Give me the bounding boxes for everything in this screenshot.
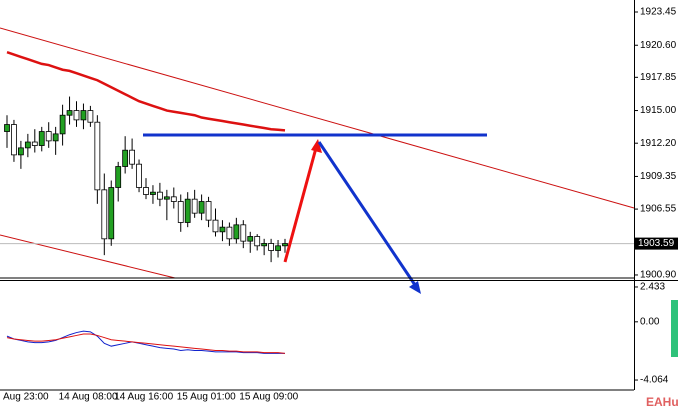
candle-body: [282, 243, 288, 247]
candle-body: [94, 121, 101, 191]
x-tick-label: 14 Aug 08:00: [59, 392, 118, 403]
candle-body: [275, 245, 281, 251]
y-tick-label: 1923.45: [640, 7, 677, 18]
candle-body: [226, 226, 233, 240]
y-tick-label: 1917.85: [640, 72, 677, 83]
candle-body: [45, 131, 52, 142]
candle-body: [101, 189, 108, 240]
candle-body: [129, 149, 136, 165]
candle-body: [66, 110, 73, 116]
candle-body: [170, 196, 177, 202]
candle-body: [191, 198, 198, 214]
indicator-line: [6, 333, 286, 354]
candle-body: [198, 201, 205, 214]
candle-body: [163, 196, 170, 200]
candle-body: [115, 166, 122, 188]
y-tick-label: 1920.60: [640, 40, 677, 51]
candle-body: [143, 187, 149, 195]
candle-body: [156, 191, 163, 200]
candle-body: [87, 110, 94, 123]
x-tick-label: Aug 23:00: [3, 392, 49, 403]
x-tick-label: 15 Aug 09:00: [239, 392, 298, 403]
candle-body: [233, 224, 240, 240]
down-arrow: [317, 141, 417, 286]
candle-body: [184, 198, 191, 223]
candle-body: [205, 201, 212, 221]
x-tick-label: 14 Aug 16:00: [114, 392, 173, 403]
candle-body: [73, 110, 80, 121]
channel-upper: [0, 27, 635, 209]
y-tick-label: 1909.35: [640, 171, 677, 182]
y-tick-label: 1915.00: [640, 105, 677, 116]
moving-average: [6, 51, 286, 132]
candle-body: [122, 149, 129, 167]
y-tick-label: 1906.55: [640, 204, 677, 215]
candle-body: [254, 236, 261, 247]
candle-body: [108, 187, 115, 240]
candle-body: [31, 141, 38, 146]
y-tick-label: 1912.20: [640, 138, 677, 149]
channel-lower: [0, 234, 176, 279]
candle-body: [247, 236, 254, 242]
candle-body: [219, 226, 226, 233]
indicator-bar: [671, 300, 678, 357]
indicator-line: [6, 330, 285, 354]
up-arrow-head: [311, 139, 322, 153]
y-tick-label: 2.433: [640, 282, 665, 293]
current-price-label: 1903.59: [638, 238, 675, 249]
x-tick-label: 15 Aug 01:00: [177, 392, 236, 403]
y-tick-label: 1900.90: [640, 270, 677, 281]
down-arrow-head: [409, 281, 421, 294]
candle-body: [136, 163, 142, 188]
y-tick-label: 0.00: [640, 316, 660, 327]
up-arrow: [283, 147, 318, 263]
candle-body: [52, 133, 59, 142]
candle-body: [177, 201, 184, 223]
candle-body: [212, 219, 219, 233]
watermark: EAHub: [646, 395, 678, 409]
candle-body: [38, 131, 45, 146]
current-price-box: [635, 237, 678, 250]
candle-body: [59, 114, 66, 135]
candle-body: [11, 124, 17, 156]
candle-body: [261, 243, 268, 247]
y-tick-label: -4.064: [640, 375, 669, 386]
candle-body: [268, 243, 275, 251]
candle-body: [4, 124, 10, 132]
candle-body: [17, 147, 24, 156]
candle-body: [80, 110, 87, 121]
candle-body: [240, 224, 247, 242]
candle-body: [24, 141, 31, 149]
candle-body: [150, 191, 156, 195]
